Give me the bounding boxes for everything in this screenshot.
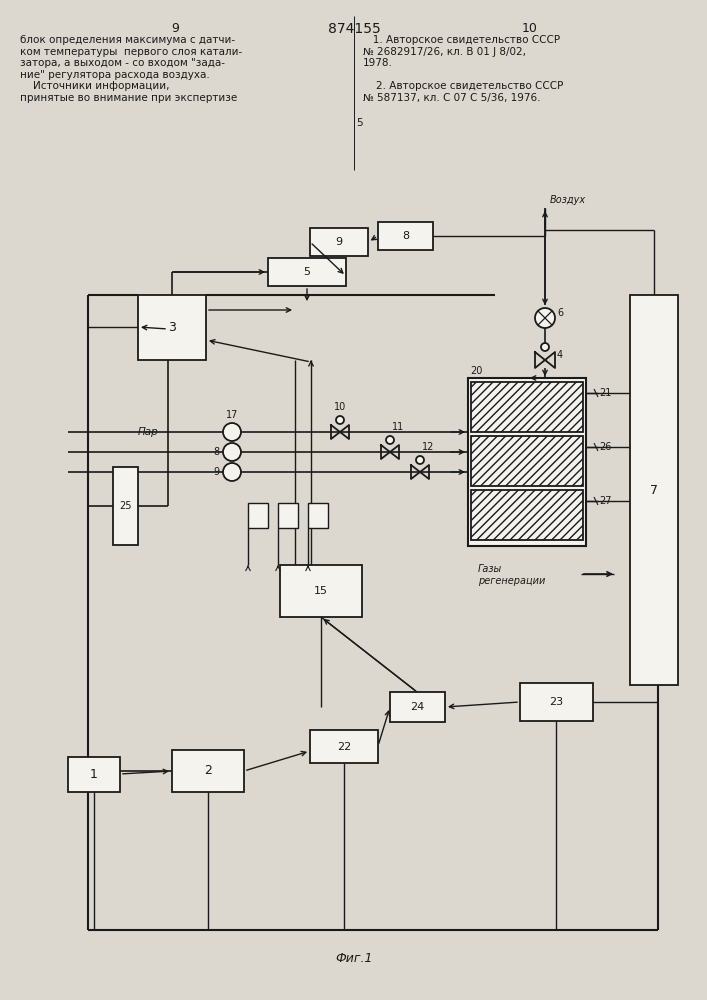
Bar — [468, 378, 586, 546]
Text: 9: 9 — [335, 237, 343, 247]
Text: 1: 1 — [90, 768, 98, 781]
Circle shape — [386, 436, 394, 444]
Bar — [471, 490, 583, 540]
Text: 10: 10 — [522, 22, 538, 35]
Text: 8: 8 — [402, 231, 409, 241]
Text: 4: 4 — [557, 350, 563, 360]
Circle shape — [535, 308, 555, 328]
Text: 15: 15 — [314, 586, 328, 596]
Bar — [278, 503, 298, 528]
Bar — [310, 228, 368, 256]
Text: 9: 9 — [214, 467, 220, 477]
Text: 11: 11 — [392, 422, 404, 432]
Text: 874155: 874155 — [327, 22, 380, 36]
Bar — [310, 730, 378, 763]
Text: 5: 5 — [303, 267, 310, 277]
Text: 8: 8 — [214, 447, 220, 457]
Bar — [390, 692, 445, 722]
Text: 10: 10 — [334, 402, 346, 412]
Text: блок определения максимума с датчи-
ком температуры  первого слоя катали-
затора: блок определения максимума с датчи- ком … — [20, 35, 243, 103]
Bar — [248, 503, 268, 528]
Text: 17: 17 — [226, 410, 238, 420]
Bar — [138, 295, 206, 360]
Bar — [471, 382, 583, 432]
Text: 27: 27 — [599, 496, 612, 506]
Bar — [308, 503, 328, 528]
Text: 26: 26 — [599, 442, 612, 452]
Bar — [471, 436, 583, 486]
Circle shape — [336, 416, 344, 424]
Circle shape — [416, 456, 424, 464]
Bar — [268, 258, 346, 286]
Circle shape — [223, 423, 241, 441]
Text: 21: 21 — [599, 388, 612, 398]
Text: Фиг.1: Фиг.1 — [335, 952, 373, 964]
Text: 20: 20 — [470, 366, 482, 376]
Bar — [471, 436, 583, 486]
Bar — [471, 490, 583, 540]
Text: 9: 9 — [171, 22, 179, 35]
Text: 22: 22 — [337, 742, 351, 752]
Text: 2: 2 — [204, 764, 212, 778]
Circle shape — [541, 343, 549, 351]
Text: 24: 24 — [410, 702, 425, 712]
Circle shape — [223, 443, 241, 461]
Bar — [280, 565, 362, 617]
Bar — [471, 382, 583, 432]
Text: Воздух: Воздух — [550, 195, 586, 205]
Bar — [630, 295, 678, 685]
Text: 25: 25 — [119, 501, 132, 511]
Text: 12: 12 — [422, 442, 434, 452]
Text: 7: 7 — [650, 484, 658, 496]
Bar — [378, 222, 433, 250]
Text: 6: 6 — [557, 308, 563, 318]
Bar — [172, 750, 244, 792]
Bar — [68, 757, 120, 792]
Text: Пар: Пар — [137, 427, 158, 437]
Text: 23: 23 — [549, 697, 563, 707]
Bar — [520, 683, 593, 721]
Text: 3: 3 — [168, 321, 176, 334]
Text: 5: 5 — [356, 118, 363, 128]
Text: 1. Авторское свидетельство СССР
№ 2682917/26, кл. В 01 J 8/02,
1978.

    2. Авт: 1. Авторское свидетельство СССР № 268291… — [363, 35, 563, 103]
Circle shape — [223, 463, 241, 481]
Bar — [113, 467, 138, 545]
Text: Газы
регенерации: Газы регенерации — [478, 564, 545, 586]
